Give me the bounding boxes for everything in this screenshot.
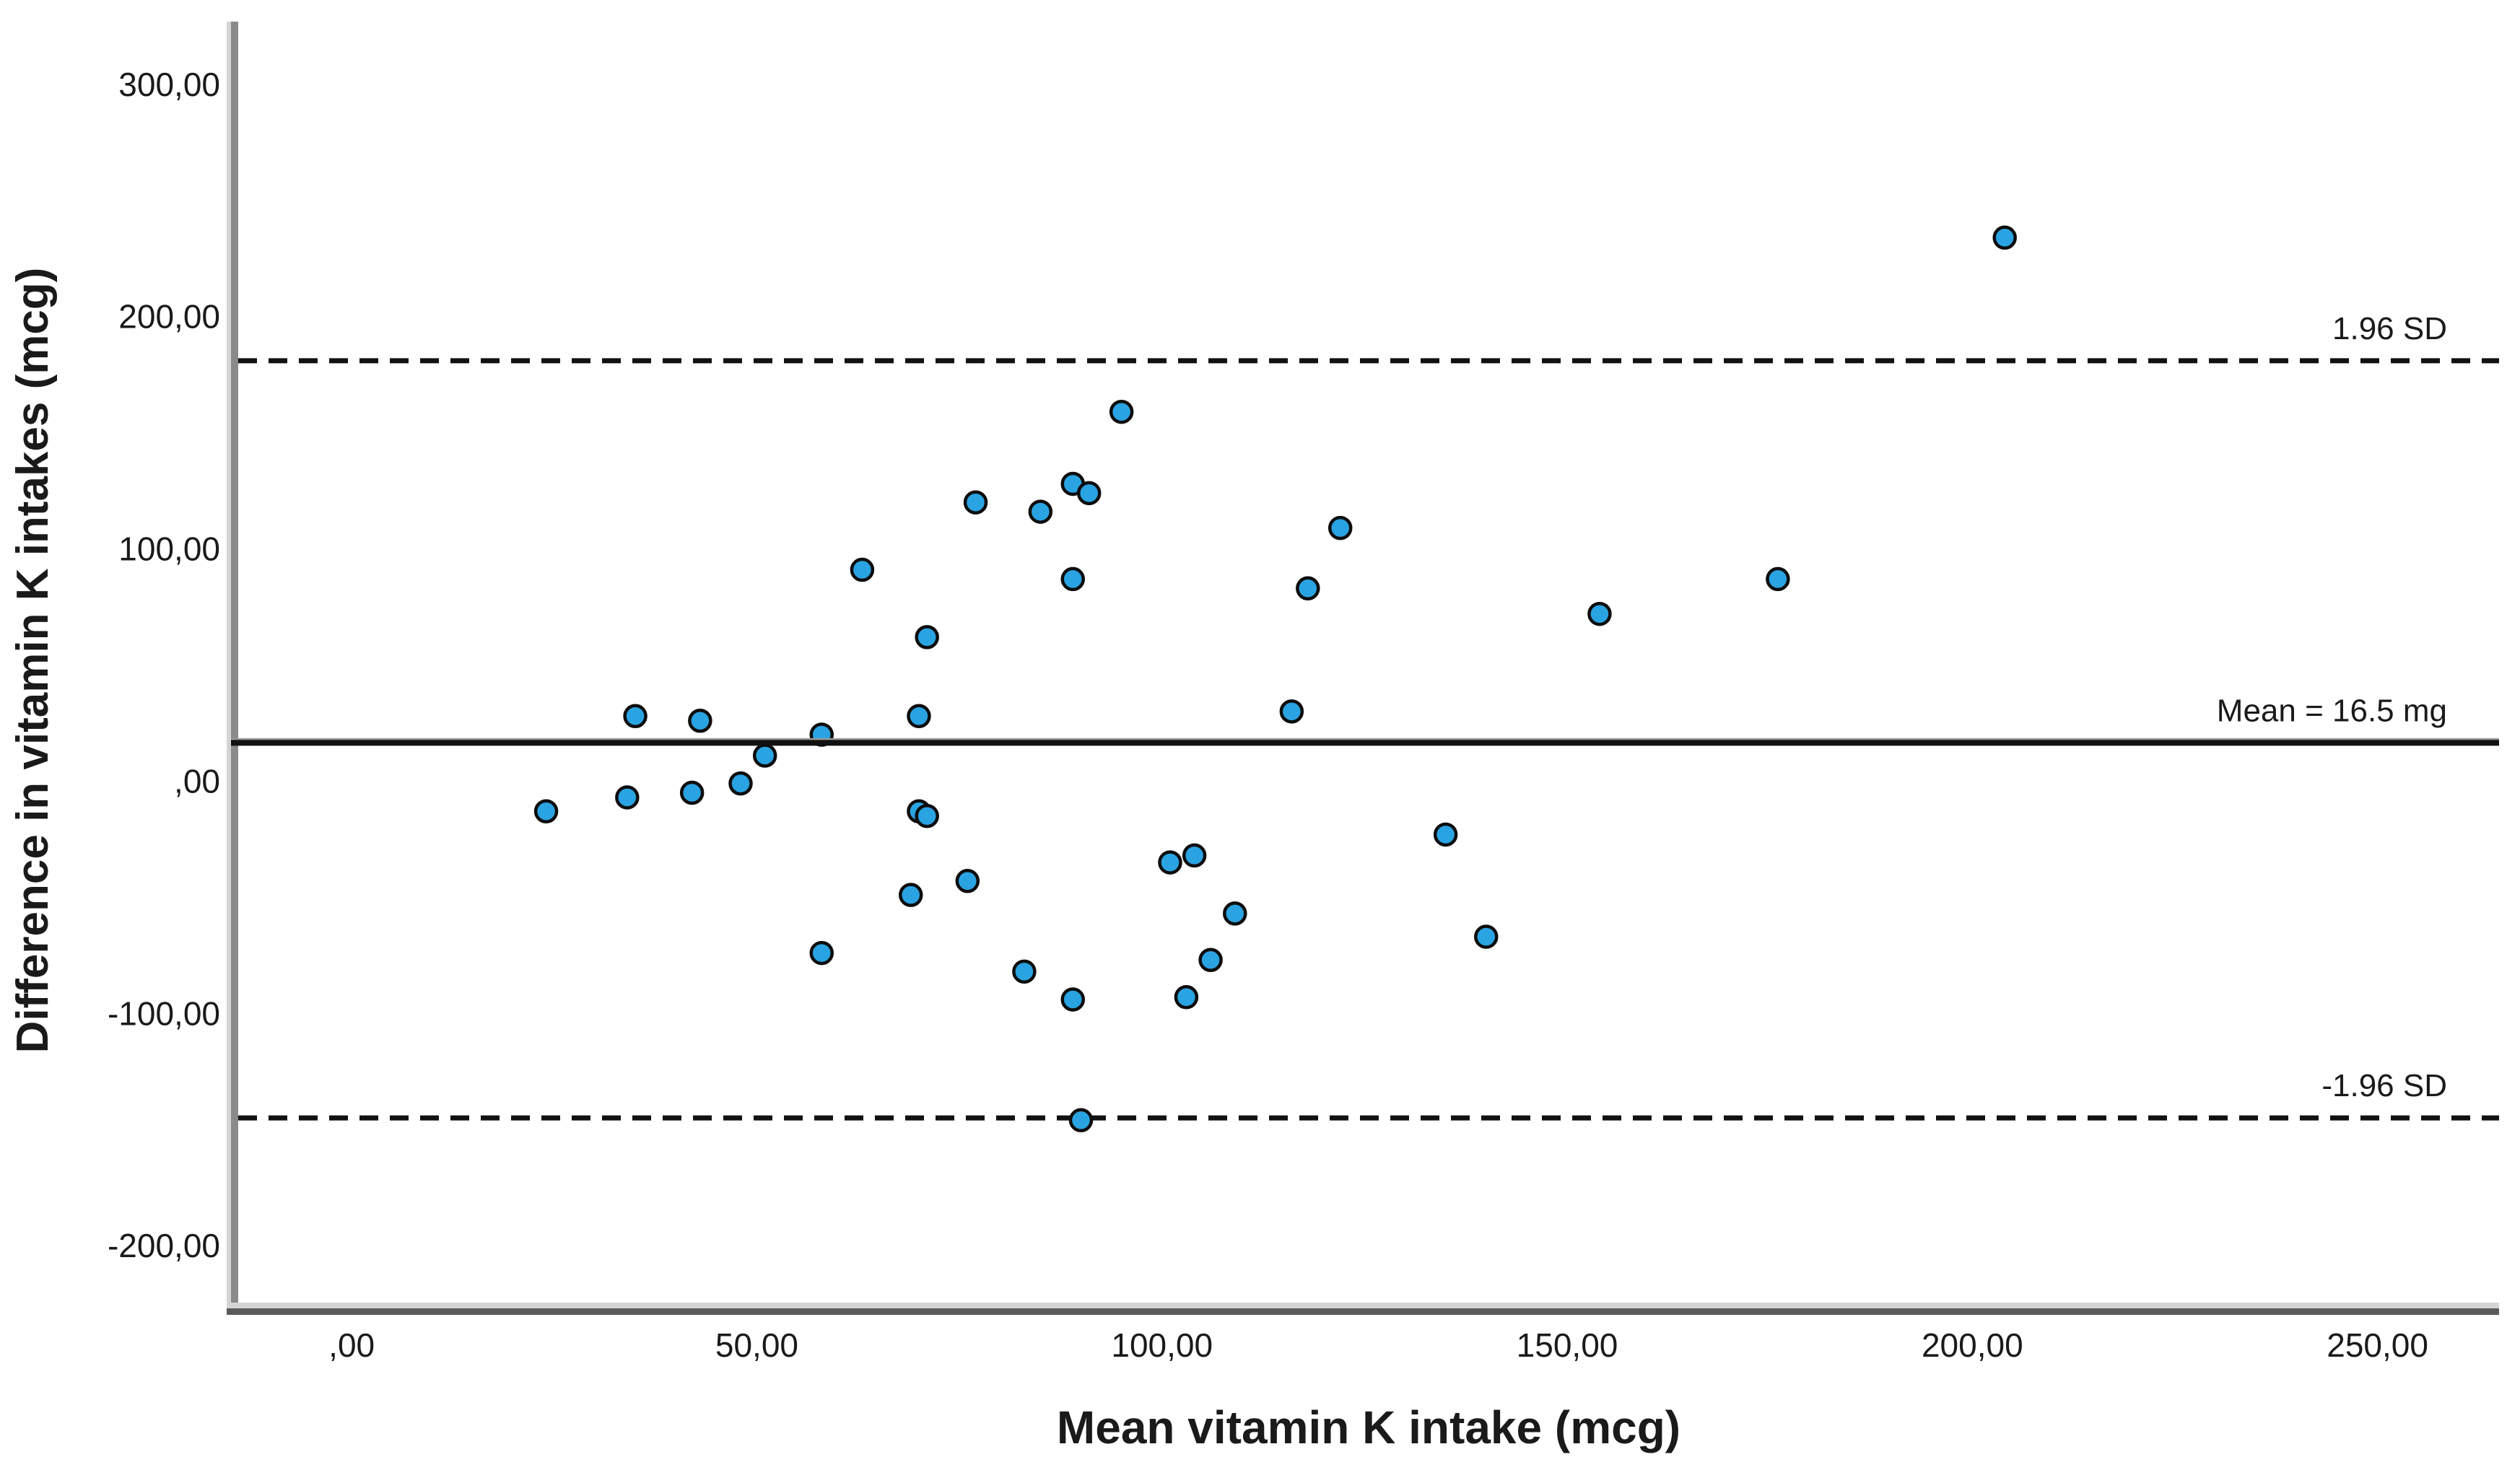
data-point	[915, 625, 939, 649]
data-point	[728, 771, 753, 796]
data-point	[1474, 924, 1499, 949]
x-tick-label: ,00	[328, 1326, 375, 1364]
data-point	[963, 490, 988, 515]
x-axis-title: Mean vitamin K intake (mcg)	[1057, 1401, 1680, 1453]
data-point	[688, 708, 712, 733]
data-point	[850, 557, 875, 582]
reference-line-label: Mean = 16.5 mg	[2217, 693, 2447, 728]
x-tick-label: 50,00	[715, 1326, 798, 1364]
data-point	[1279, 699, 1304, 724]
data-point	[1158, 850, 1182, 875]
y-axis-title: Difference in vitamin K intakes (mcg)	[8, 268, 58, 1054]
data-point	[1992, 225, 2017, 250]
data-point	[907, 704, 931, 729]
y-tick-label: -100,00	[108, 994, 220, 1032]
y-axis-line	[231, 22, 238, 1315]
data-point	[1198, 948, 1223, 972]
data-point	[1060, 566, 1086, 592]
y-tick-label: -200,00	[108, 1227, 220, 1264]
y-axis-line-highlight	[227, 22, 231, 1315]
x-axis-line-highlight	[227, 1303, 2499, 1308]
data-point	[955, 869, 980, 893]
data-point	[1174, 984, 1199, 1010]
data-point	[1060, 987, 1086, 1012]
data-point	[533, 799, 559, 824]
data-point	[915, 803, 939, 828]
data-point	[1068, 1108, 1094, 1133]
data-point	[1327, 515, 1353, 541]
data-point	[809, 940, 834, 966]
data-point	[1223, 901, 1247, 926]
y-tick-label: ,00	[174, 762, 220, 800]
data-point	[1076, 481, 1102, 506]
data-point	[1296, 576, 1320, 601]
x-tick-label: 100,00	[1111, 1326, 1213, 1364]
y-tick-label: 200,00	[118, 298, 220, 336]
x-tick-label: 200,00	[1922, 1326, 2023, 1364]
data-point	[1587, 601, 1612, 626]
reference-line-label: -1.96 SD	[2321, 1068, 2447, 1103]
data-point	[1028, 499, 1053, 524]
reference-line-label: 1.96 SD	[2332, 311, 2447, 346]
data-point	[752, 743, 777, 768]
y-tick-label: 300,00	[118, 66, 220, 103]
y-tick-label: 100,00	[118, 530, 220, 568]
x-axis-line	[227, 1308, 2499, 1315]
x-tick-label: 250,00	[2327, 1326, 2428, 1364]
data-point	[1182, 843, 1207, 868]
data-point	[623, 704, 648, 729]
data-point	[1433, 822, 1458, 847]
data-point	[898, 883, 923, 907]
data-point	[1766, 566, 1790, 592]
data-point	[1109, 399, 1134, 424]
data-point	[615, 785, 640, 810]
data-point	[679, 780, 705, 805]
x-tick-label: 150,00	[1517, 1326, 1618, 1364]
data-point	[1012, 959, 1037, 984]
